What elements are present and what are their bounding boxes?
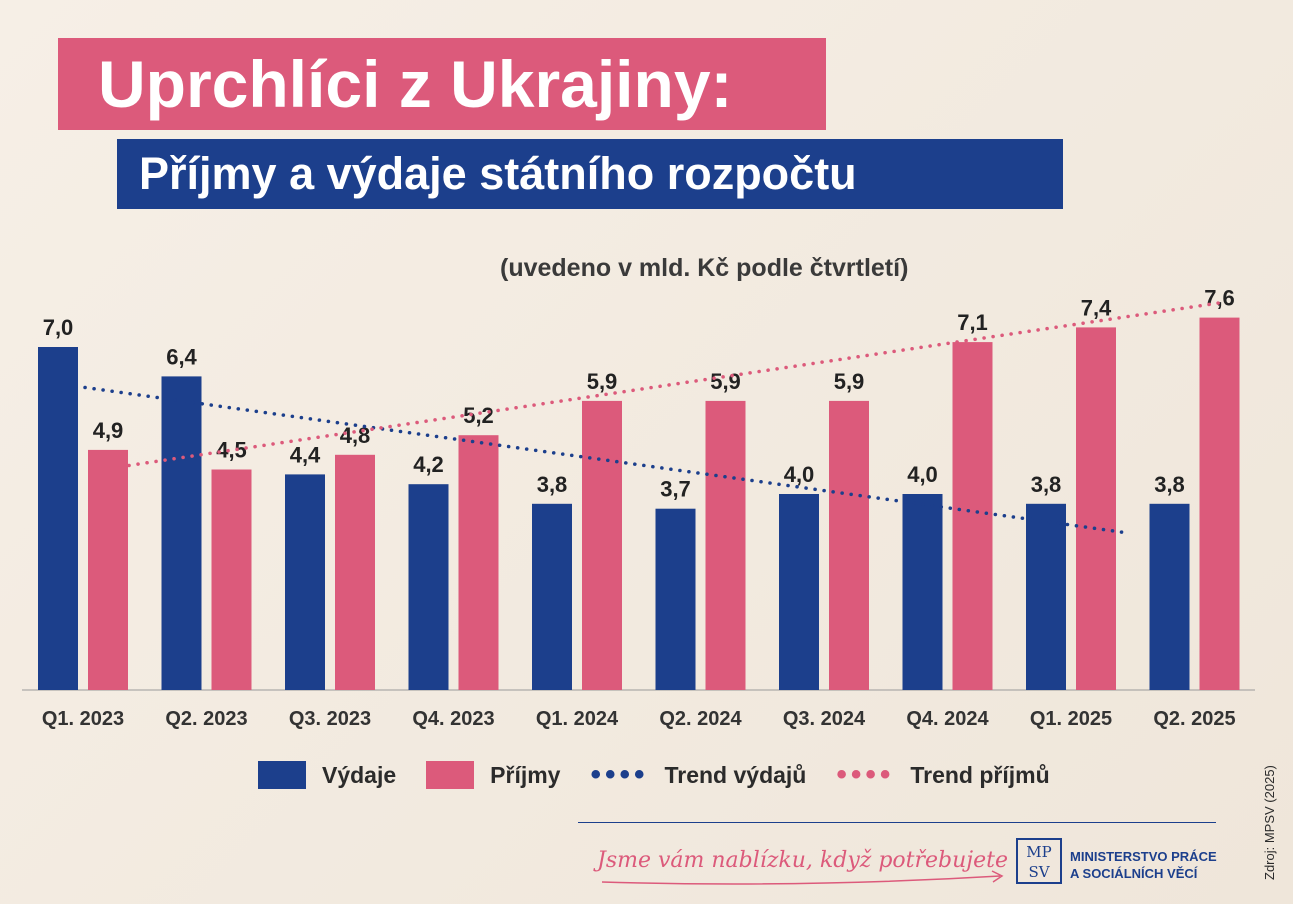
legend-vydaje: Výdaje [258,761,396,789]
title: Uprchlíci z Ukrajiny: [58,38,826,130]
label-vydaje-7: 4,0 [784,462,815,487]
bar-vydaje-8 [903,494,943,690]
legend-trend-prijmu-label: Trend příjmů [910,762,1049,789]
logo-bottom: SV [1018,862,1060,882]
legend-prijmy: Příjmy [426,761,560,789]
bar-prijmy-3 [335,455,375,690]
legend-trend-vydaju: •••• Trend výdajů [590,762,806,789]
x-tick-7: Q3. 2024 [783,708,866,730]
bar-prijmy-10 [1200,318,1240,690]
ministry-line1: MINISTERSTVO PRÁCE [1070,848,1217,865]
slogan-arrow-icon [600,868,1010,888]
x-tick-3: Q3. 2023 [289,708,371,730]
bar-prijmy-5 [582,401,622,690]
label-vydaje-9: 3,8 [1031,472,1062,497]
label-prijmy-4: 5,2 [463,403,494,428]
trend-prijmu-line [102,303,1220,470]
bar-vydaje-9 [1026,504,1066,690]
x-tick-4: Q4. 2023 [412,708,494,730]
bar-prijmy-1 [88,450,128,690]
bar-prijmy-7 [829,401,869,690]
mpsv-logo: MP SV [1016,838,1062,884]
legend-trend-prijmu: •••• Trend příjmů [836,762,1049,789]
ministry-line2: A SOCIÁLNÍCH VĚCÍ [1070,865,1217,882]
x-tick-9: Q1. 2025 [1030,708,1112,730]
label-vydaje-2: 6,4 [166,344,197,369]
ministry-name: MINISTERSTVO PRÁCE A SOCIÁLNÍCH VĚCÍ [1070,848,1217,882]
legend-prijmy-swatch [426,761,474,789]
label-vydaje-8: 4,0 [907,462,938,487]
legend-trend-prijmu-dots: •••• [836,770,894,780]
label-vydaje-6: 3,7 [660,477,691,502]
x-tick-2: Q2. 2023 [165,708,247,730]
bar-prijmy-2 [212,470,252,691]
label-vydaje-1: 7,0 [43,315,74,340]
bar-prijmy-6 [706,401,746,690]
label-vydaje-5: 3,8 [537,472,568,497]
subtitle: Příjmy a výdaje státního rozpočtu [117,139,1063,209]
bar-vydaje-7 [779,494,819,690]
bar-prijmy-8 [953,342,993,690]
legend-prijmy-label: Příjmy [490,762,560,789]
label-prijmy-5: 5,9 [587,369,618,394]
x-tick-8: Q4. 2024 [906,708,989,730]
bar-prijmy-4 [459,435,499,690]
x-tick-6: Q2. 2024 [659,708,742,730]
legend-trend-vydaju-label: Trend výdajů [664,762,806,789]
bar-vydaje-1 [38,347,78,690]
bar-vydaje-3 [285,474,325,690]
label-prijmy-8: 7,1 [957,310,988,335]
logo-top: MP [1018,842,1060,862]
label-prijmy-6: 5,9 [710,369,741,394]
legend: Výdaje Příjmy •••• Trend výdajů •••• Tre… [258,760,1080,790]
bar-prijmy-9 [1076,327,1116,690]
x-tick-10: Q2. 2025 [1153,708,1235,730]
bar-vydaje-10 [1150,504,1190,690]
label-vydaje-10: 3,8 [1154,472,1185,497]
x-tick-1: Q1. 2023 [42,708,124,730]
legend-trend-vydaju-dots: •••• [590,770,648,780]
bar-vydaje-5 [532,504,572,690]
legend-vydaje-label: Výdaje [322,762,396,789]
source-note: Zdroj: MPSV (2025) [1262,765,1277,880]
footer-divider [578,822,1216,823]
label-prijmy-9: 7,4 [1081,295,1112,320]
bar-vydaje-6 [656,509,696,690]
label-prijmy-2: 4,5 [216,438,247,463]
bar-vydaje-2 [162,376,202,690]
label-prijmy-1: 4,9 [93,418,124,443]
label-prijmy-10: 7,6 [1204,290,1235,311]
x-tick-5: Q1. 2024 [536,708,619,730]
units-note: (uvedeno v mld. Kč podle čtvrtletí) [500,254,908,283]
label-vydaje-3: 4,4 [290,442,321,467]
legend-vydaje-swatch [258,761,306,789]
label-prijmy-7: 5,9 [834,369,865,394]
bar-vydaje-4 [409,484,449,690]
label-vydaje-4: 4,2 [413,452,444,477]
